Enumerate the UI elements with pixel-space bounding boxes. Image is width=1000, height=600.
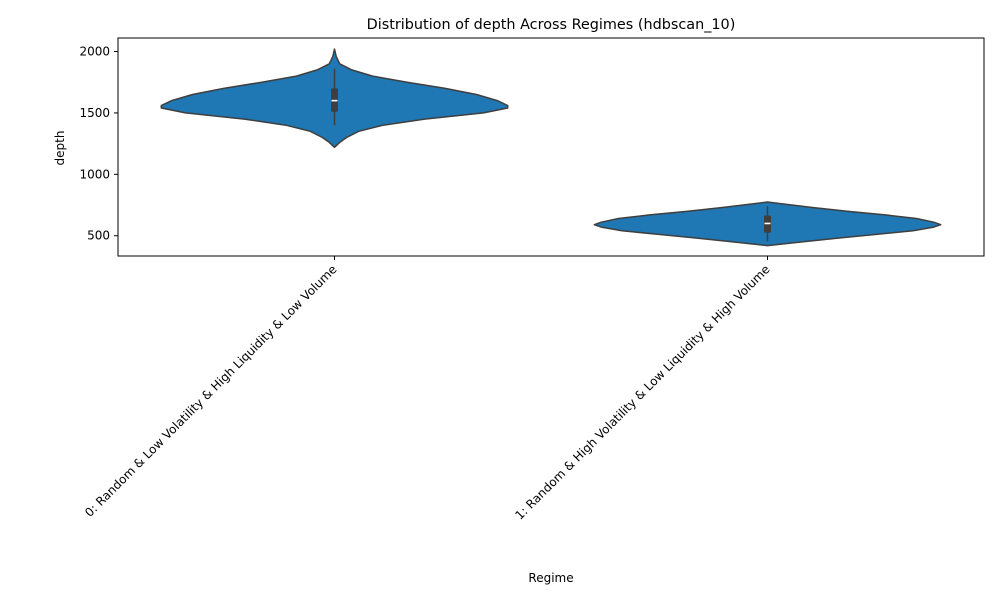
y-tick-label: 1500 (79, 106, 110, 120)
chart-title: Distribution of depth Across Regimes (hd… (367, 17, 736, 33)
x-tick-label: 0: Random & Low Volatility & High Liquid… (82, 262, 340, 520)
y-tick-label: 1000 (79, 167, 110, 181)
y-tick-label: 2000 (79, 45, 110, 59)
y-tick-label: 500 (87, 229, 110, 243)
plot-marks (160, 48, 942, 247)
plot-frame (117, 37, 985, 257)
y-axis: 500 1000 1500 2000 (79, 45, 118, 243)
x-axis: 0: Random & Low Volatility & High Liquid… (82, 256, 773, 523)
x-tick-label: 1: Random & High Volatility & Low Liquid… (512, 262, 772, 522)
y-axis-label: depth (53, 131, 67, 166)
x-axis-label: Regime (528, 571, 573, 585)
